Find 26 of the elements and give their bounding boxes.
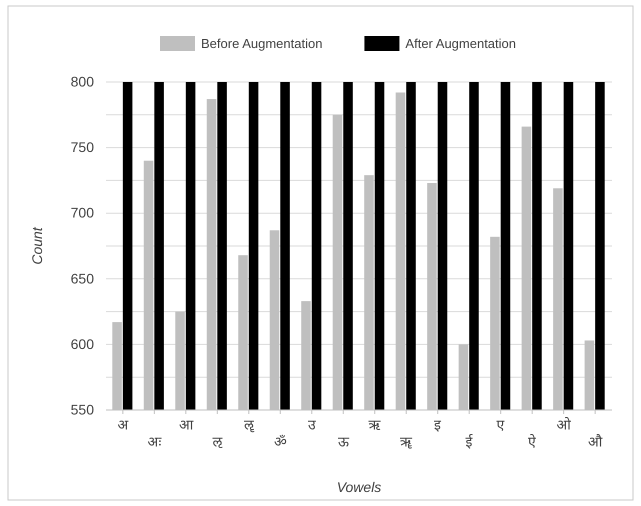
y-tick-label: 750 (70, 139, 94, 156)
y-axis-title: Count (29, 226, 45, 265)
x-tick-label: ॠ (400, 433, 414, 450)
y-tick-label: 550 (70, 401, 94, 418)
x-tick-label: ओ (556, 416, 572, 433)
x-tick-label: उ (308, 416, 316, 433)
x-tick-label: ॡ (244, 416, 255, 433)
y-tick-label: 800 (70, 73, 94, 90)
x-tick-label: आ (178, 416, 194, 433)
x-tick-label: ए (496, 416, 505, 433)
x-tick-label: ई (466, 433, 474, 450)
x-tick-label: औ (588, 433, 604, 450)
x-axis-title: Vowels (336, 479, 382, 495)
x-tick-label: ऐ (528, 433, 536, 450)
y-tick-label: 700 (70, 204, 94, 221)
x-tick-label: अ (117, 416, 128, 433)
x-tick-label: अः (147, 433, 162, 450)
x-tick-label: ऋ (368, 416, 382, 433)
x-tick-label: इ (434, 416, 442, 433)
y-tick-label: 600 (70, 336, 94, 352)
x-tick-label: ऊ (338, 433, 350, 450)
legend-label: Before Augmentation (201, 36, 322, 51)
legend-label: After Augmentation (405, 36, 516, 51)
x-tick-label: ऌ (212, 433, 224, 450)
y-tick-label: 650 (70, 270, 94, 286)
x-tick-label: ॐ (274, 433, 287, 450)
